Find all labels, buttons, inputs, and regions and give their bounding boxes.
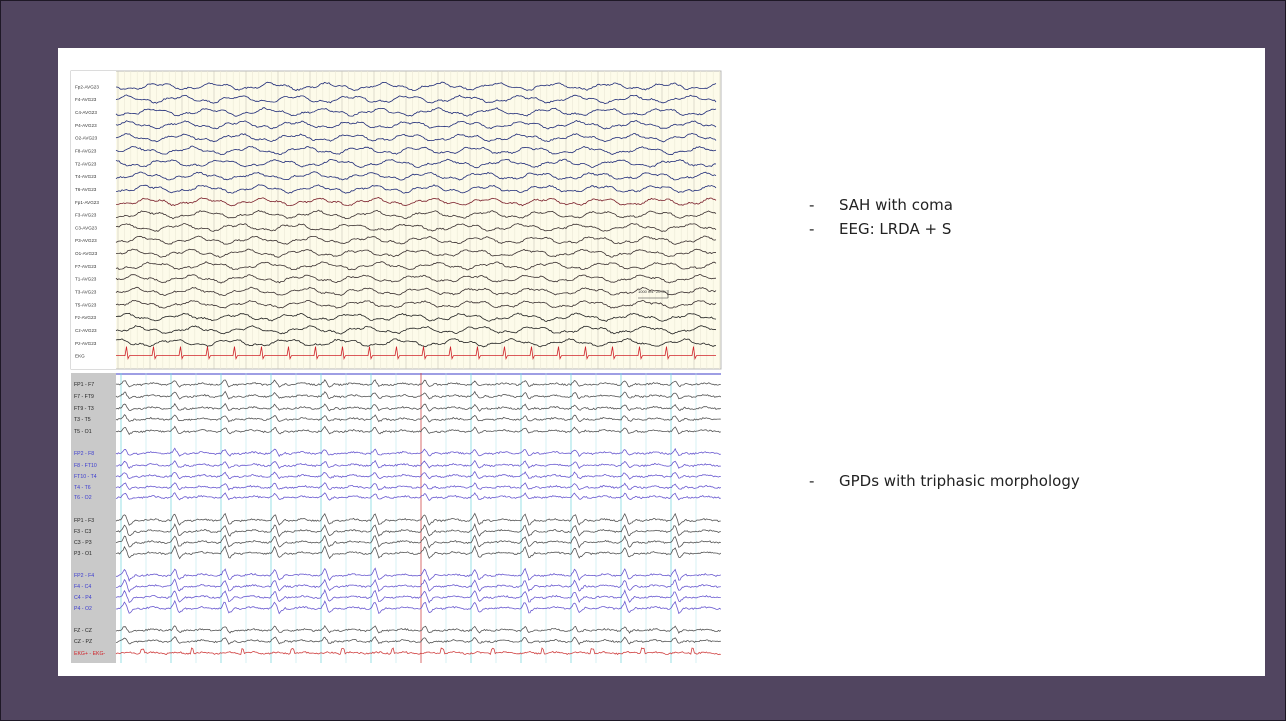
channel-label: FP1 - F3 <box>74 518 94 524</box>
channel-label: EKG <box>75 354 85 359</box>
channel-label: P3-AVG23 <box>75 238 97 243</box>
channel-label: P4-AVG23 <box>75 123 97 128</box>
bullet-text: SAH with coma <box>839 196 953 214</box>
channel-label: F8-AVG23 <box>75 149 97 154</box>
channel-label: FT10 - T4 <box>74 474 97 480</box>
channel-label: F4 - C4 <box>74 584 91 590</box>
channel-label: FP2 - F4 <box>74 573 94 579</box>
channel-label: Pz-AVG23 <box>75 341 97 346</box>
channel-label: F8 - FT10 <box>74 463 97 469</box>
channel-label: T5 - O1 <box>74 429 92 435</box>
slide: Fp2-AVG23 F4-AVG23 C4-AVG23 P4-AVG23 O2-AVG2… <box>58 48 1265 676</box>
channel-label: FP1 - F7 <box>74 382 94 388</box>
channel-label: T3 - T5 <box>74 417 91 423</box>
channel-label: T6 - O2 <box>74 495 92 501</box>
channel-label: F7 - FT9 <box>74 394 94 400</box>
slide-frame: Fp2-AVG23 F4-AVG23 C4-AVG23 P4-AVG23 O2-AVG2… <box>0 0 1286 721</box>
channel-label: C3 - P3 <box>74 540 92 546</box>
channel-label: T4 - T6 <box>74 485 91 491</box>
channel-label: Fz-AVG23 <box>75 315 97 320</box>
channel-label: F3-AVG23 <box>75 213 97 218</box>
scale-label: 20 uV <box>656 289 667 294</box>
channel-label: EKG+ - EKG- <box>74 651 106 657</box>
channel-label: P4 - O2 <box>74 606 92 612</box>
eeg-top-label-column <box>71 71 116 369</box>
channel-label: F7-AVG23 <box>75 264 97 269</box>
channel-label: Cz-AVG23 <box>75 328 97 333</box>
channel-label: C3-AVG23 <box>75 225 97 230</box>
channel-label: Fp1-AVG23 <box>75 200 99 205</box>
eeg-figures: Fp2-AVG23 F4-AVG23 C4-AVG23 P4-AVG23 O2-AVG2… <box>58 48 738 676</box>
channel-label: CZ - PZ <box>74 639 92 645</box>
channel-label: O1-AVG23 <box>75 251 98 256</box>
channel-label: FT9 - T3 <box>74 406 94 412</box>
channel-label: T1-AVG23 <box>75 277 97 282</box>
bullet-text: GPDs with triphasic morphology <box>839 472 1080 490</box>
channel-label: T3-AVG23 <box>75 290 97 295</box>
channel-label: Fp2-AVG23 <box>75 84 99 89</box>
channel-label: T2-AVG23 <box>75 161 97 166</box>
channel-label: T5-AVG23 <box>75 302 97 307</box>
channel-label: T6-AVG23 <box>75 187 97 192</box>
bullet-text: EEG: LRDA + S <box>839 220 951 238</box>
channel-label: O2-AVG23 <box>75 136 98 141</box>
channel-label: P3 - O1 <box>74 551 92 557</box>
channel-label: F3 - C3 <box>74 529 91 535</box>
channel-label: FP2 - F8 <box>74 451 94 457</box>
channel-label: FZ - CZ <box>74 628 92 634</box>
channel-label: T4-AVG23 <box>75 174 97 179</box>
channel-label: C4 - P4 <box>74 595 92 601</box>
channel-label: C4-AVG23 <box>75 110 97 115</box>
scale-label: 1000 ms <box>638 289 653 294</box>
channel-label: F4-AVG23 <box>75 97 97 102</box>
